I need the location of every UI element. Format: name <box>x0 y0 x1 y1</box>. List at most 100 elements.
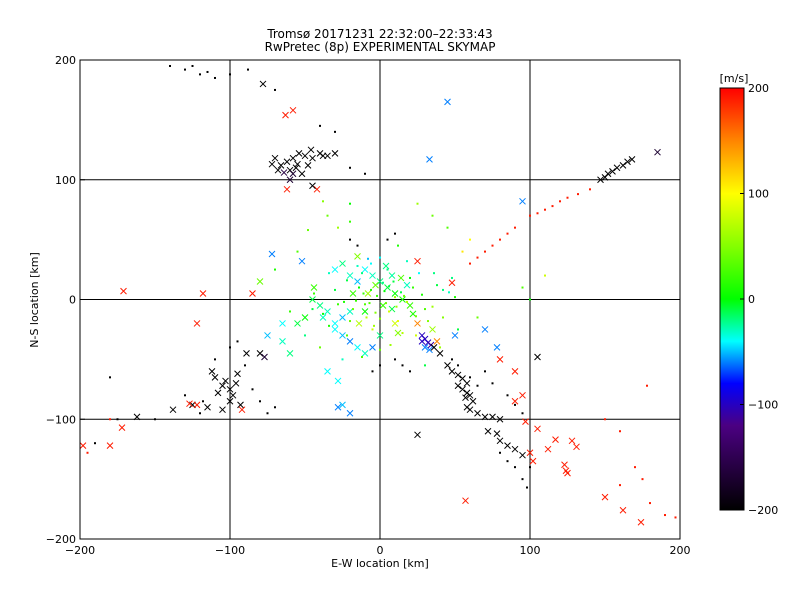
cross-point <box>232 379 240 387</box>
dot-point <box>352 308 354 311</box>
dot-point <box>304 334 306 337</box>
dot-point <box>358 286 360 289</box>
cross-point <box>619 506 627 514</box>
cross-point <box>466 391 474 399</box>
dot-point <box>506 394 509 397</box>
dot-point <box>116 418 119 421</box>
dot-point <box>326 214 329 217</box>
dot-point <box>337 226 339 229</box>
dot-point <box>421 293 423 296</box>
y-tick-label: −200 <box>46 533 76 546</box>
cross-point <box>597 176 604 184</box>
x-tick-label: −200 <box>65 544 95 557</box>
dot-point <box>382 281 384 284</box>
cross-point <box>628 156 636 163</box>
dot-point <box>401 332 404 335</box>
cross-point <box>339 401 346 409</box>
dot-point <box>386 238 389 241</box>
dot-point <box>491 382 494 385</box>
colorbar-unit: [m/s] <box>720 72 749 85</box>
dot-point <box>322 312 324 315</box>
dot-point <box>374 311 377 314</box>
cross-point <box>604 170 612 178</box>
cross-point <box>466 406 474 414</box>
dot-point <box>371 370 374 373</box>
cross-point <box>334 377 342 385</box>
dot-point <box>383 290 386 293</box>
dot-point <box>364 303 366 306</box>
cross-point <box>504 442 511 449</box>
cross-point <box>426 156 433 163</box>
cross-point <box>462 394 469 402</box>
dot-point <box>406 260 408 263</box>
dot-point <box>499 238 501 241</box>
cross-point <box>469 397 477 405</box>
dot-point <box>529 298 531 301</box>
dot-point <box>229 346 231 349</box>
cross-point <box>382 262 390 270</box>
cross-point <box>444 98 451 106</box>
dot-point <box>469 262 471 265</box>
cross-point <box>361 350 369 357</box>
dot-point <box>334 130 336 133</box>
cross-point <box>481 413 489 421</box>
cross-point <box>426 346 433 354</box>
cross-point <box>298 257 306 265</box>
cross-point <box>319 152 327 160</box>
cross-point <box>573 443 580 451</box>
dot-point <box>394 296 396 299</box>
dot-point <box>199 73 201 76</box>
cross-point <box>433 338 441 345</box>
dot-point <box>544 274 546 277</box>
dot-point <box>646 384 648 387</box>
cross-point <box>331 320 339 327</box>
cross-point <box>294 320 301 327</box>
series-northwest-cluster <box>259 80 339 193</box>
y-axis-label: N-S location [km] <box>28 252 41 348</box>
dot-point <box>442 316 444 319</box>
cross-point <box>448 279 456 287</box>
cross-point <box>268 250 276 258</box>
dot-point <box>346 279 348 282</box>
dot-point <box>289 310 291 313</box>
cross-point <box>346 409 354 417</box>
series-southwest-cluster <box>79 287 268 449</box>
cross-point <box>249 290 256 297</box>
dot-point <box>370 288 372 291</box>
dot-point <box>529 214 531 217</box>
dot-point <box>454 296 456 299</box>
dot-point <box>461 250 464 253</box>
cross-point <box>346 338 354 345</box>
cross-point <box>624 158 631 166</box>
dot-point <box>514 466 516 469</box>
cross-point <box>289 106 297 114</box>
dot-point <box>349 320 351 323</box>
cross-point <box>339 332 346 339</box>
cross-point <box>489 413 496 421</box>
dot-point <box>247 68 249 71</box>
cross-point <box>222 377 229 385</box>
dot-point <box>214 358 216 361</box>
dot-point <box>311 308 314 311</box>
dot-point <box>386 268 389 271</box>
dot-point <box>371 328 374 331</box>
cross-point <box>268 160 276 168</box>
cross-point <box>544 445 552 453</box>
cross-point <box>474 409 481 417</box>
dot-point <box>379 256 381 259</box>
cross-point <box>309 296 316 303</box>
dot-point <box>94 442 96 445</box>
dot-point <box>499 451 501 454</box>
cross-point <box>463 379 471 387</box>
cross-point <box>243 350 250 357</box>
dot-point <box>259 400 261 403</box>
cross-point <box>361 266 369 273</box>
dot-point <box>424 364 426 367</box>
dot-point <box>274 406 276 409</box>
dot-point <box>328 272 330 275</box>
dot-point <box>476 384 479 387</box>
cross-point <box>459 385 466 393</box>
dot-point <box>389 344 392 347</box>
dot-point <box>349 238 351 241</box>
cross-point <box>361 308 369 315</box>
